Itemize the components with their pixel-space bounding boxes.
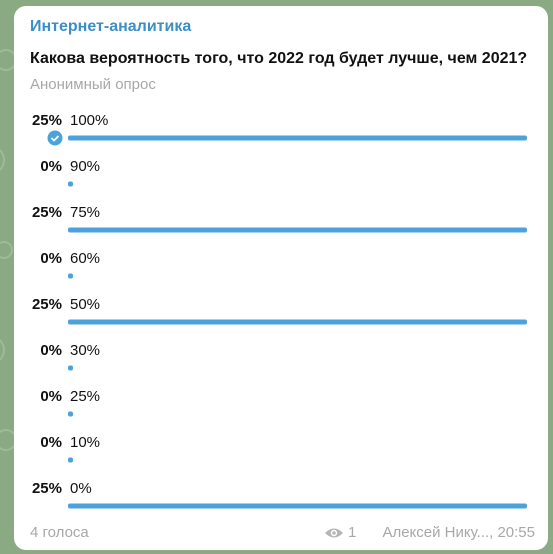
option-percent: 25% bbox=[32, 296, 62, 313]
option-percent: 0% bbox=[40, 342, 62, 359]
option-text: 30% bbox=[70, 342, 100, 359]
option-percent: 0% bbox=[40, 158, 62, 175]
option-bar bbox=[68, 503, 527, 509]
view-count: 1 bbox=[348, 524, 356, 541]
chosen-check bbox=[47, 130, 63, 146]
chosen-check-mark bbox=[50, 135, 60, 142]
background-doodles bbox=[0, 49, 17, 451]
option-percent: 25% bbox=[32, 112, 62, 129]
option-text: 100% bbox=[70, 112, 108, 129]
option-bar bbox=[68, 273, 73, 279]
option-text: 10% bbox=[70, 434, 100, 451]
poll-options: 25% 100% 0% 90% 25% 75% 0% 60% 25% 50% 0% 30% 0% 25% 0… bbox=[32, 112, 527, 509]
option-bar bbox=[68, 181, 73, 187]
option-bar bbox=[68, 135, 527, 141]
option-text: 75% bbox=[70, 204, 100, 221]
vote-count: 4 голоса bbox=[30, 524, 89, 541]
option-percent: 25% bbox=[32, 204, 62, 221]
channel-name[interactable]: Интернет-аналитика bbox=[30, 18, 191, 35]
option-text: 50% bbox=[70, 296, 100, 313]
option-percent: 0% bbox=[40, 388, 62, 405]
signature: Алексей Нику..., 20:55 bbox=[382, 524, 535, 541]
option-bar bbox=[68, 319, 527, 325]
option-percent: 0% bbox=[40, 434, 62, 451]
message-card bbox=[14, 6, 548, 550]
poll-type: Анонимный опрос bbox=[30, 76, 156, 93]
option-percent: 25% bbox=[32, 480, 62, 497]
option-bar bbox=[68, 365, 73, 371]
option-bar bbox=[68, 457, 73, 463]
option-bar bbox=[68, 411, 73, 417]
views-icon bbox=[325, 528, 343, 538]
option-text: 60% bbox=[70, 250, 100, 267]
poll-question: Какова вероятность того, что 2022 год бу… bbox=[30, 50, 527, 67]
option-text: 90% bbox=[70, 158, 100, 175]
option-text: 25% bbox=[70, 388, 100, 405]
option-text: 0% bbox=[70, 480, 92, 497]
option-bar bbox=[68, 227, 527, 233]
option-percent: 0% bbox=[40, 250, 62, 267]
